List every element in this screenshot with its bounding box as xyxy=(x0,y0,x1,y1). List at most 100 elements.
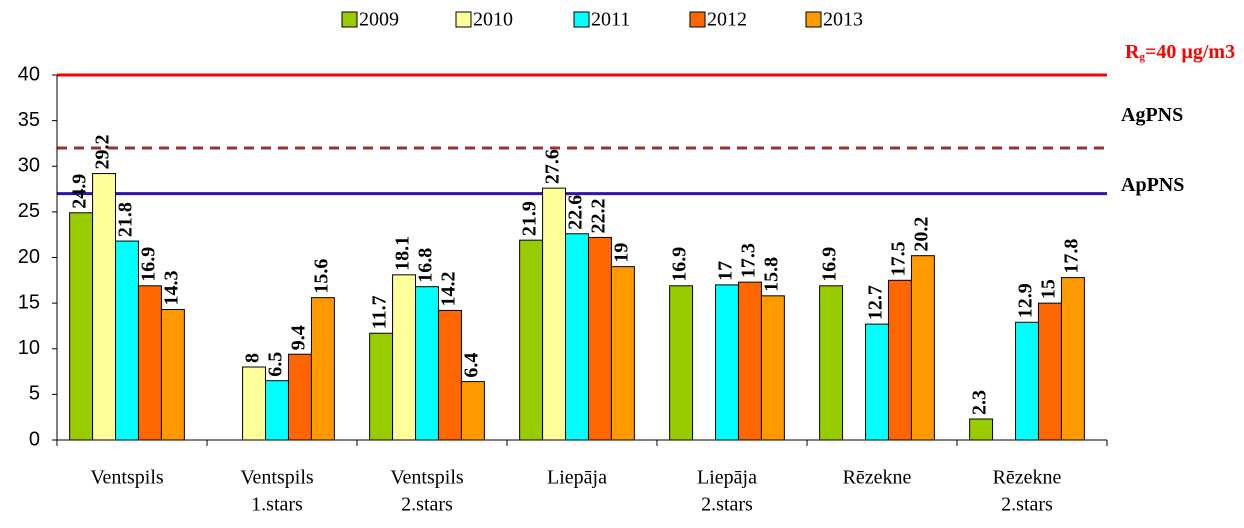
legend-label: 2012 xyxy=(707,9,747,31)
data-label: 20.2 xyxy=(910,217,932,252)
data-label: 8 xyxy=(242,353,264,363)
x-tick-label: 2.stars xyxy=(401,494,453,516)
x-tick-label: 1.stars xyxy=(251,494,303,516)
bar xyxy=(587,236,612,441)
data-label: 14.3 xyxy=(160,271,182,306)
y-tick-label: 35 xyxy=(18,109,40,131)
data-label: 12.7 xyxy=(865,285,887,320)
bar xyxy=(369,332,394,441)
bar xyxy=(715,284,739,441)
x-tick-label: Ventspils xyxy=(390,467,464,489)
bar xyxy=(1037,302,1062,441)
bar xyxy=(437,309,462,441)
data-label: 14.2 xyxy=(438,271,460,306)
bar xyxy=(565,233,589,441)
data-label: 15.8 xyxy=(760,257,782,292)
bar xyxy=(92,173,117,441)
data-label: 11.7 xyxy=(369,295,391,329)
x-tick-label: 2.stars xyxy=(1001,494,1053,516)
legend-label: 2010 xyxy=(473,9,513,31)
bar xyxy=(115,240,139,441)
legend-label: 2011 xyxy=(591,9,630,31)
reference-label-text: ApPNS xyxy=(1121,174,1184,196)
reference-label-rest: =40 µg/m3 xyxy=(1145,41,1235,63)
bar xyxy=(392,274,417,441)
x-tick-label: Rēzekne xyxy=(843,467,912,489)
y-tick-label: 40 xyxy=(18,63,40,85)
bar xyxy=(669,285,694,441)
reference-label: Rg=40 µg/m3 xyxy=(1125,41,1235,63)
bar xyxy=(415,286,439,441)
bar xyxy=(310,297,335,441)
y-tick-label: 10 xyxy=(18,337,40,359)
bar xyxy=(1015,321,1039,441)
y-tick-label: 0 xyxy=(29,428,40,450)
legend-swatch xyxy=(455,11,472,28)
bar xyxy=(760,295,785,441)
data-label: 18.1 xyxy=(392,236,414,271)
reference-label: AgPNS xyxy=(1121,104,1183,126)
y-tick-label: 15 xyxy=(18,291,40,313)
data-label: 6.5 xyxy=(265,352,287,377)
x-tick-label: Liepāja xyxy=(697,467,757,489)
x-tick-label: Liepāja xyxy=(547,467,607,489)
bar xyxy=(242,366,267,441)
x-tick-label: Rēzekne xyxy=(993,467,1062,489)
data-label: 16.8 xyxy=(415,248,437,283)
data-label: 15 xyxy=(1038,279,1060,299)
legend-swatch xyxy=(689,11,706,28)
bar xyxy=(969,418,994,441)
reference-label: ApPNS xyxy=(1121,174,1184,196)
legend-label: 2009 xyxy=(359,9,399,31)
data-label: 12.9 xyxy=(1015,283,1037,318)
bar xyxy=(865,323,889,441)
bar xyxy=(160,309,185,441)
data-label: 15.6 xyxy=(310,259,332,294)
y-tick-label: 5 xyxy=(29,383,40,405)
data-label: 22.6 xyxy=(565,195,587,230)
data-label: 24.9 xyxy=(69,174,91,209)
data-label: 6.4 xyxy=(460,353,482,378)
data-label: 27.6 xyxy=(542,149,564,184)
x-tick-label: Ventspils xyxy=(90,467,164,489)
bar xyxy=(887,279,912,441)
bar xyxy=(542,187,567,441)
legend-swatch xyxy=(341,11,358,28)
data-label: 2.3 xyxy=(969,390,991,415)
legend-swatch xyxy=(805,11,822,28)
bar xyxy=(69,212,94,441)
legend-label: 2013 xyxy=(823,9,863,31)
x-tick-label: Ventspils xyxy=(240,467,314,489)
bar xyxy=(460,381,485,441)
bar xyxy=(265,380,289,441)
data-label: 17.5 xyxy=(888,241,910,276)
data-label: 16.9 xyxy=(819,247,841,282)
y-tick-label: 30 xyxy=(18,155,40,177)
data-label: 19 xyxy=(610,243,632,263)
data-label: 16.9 xyxy=(138,247,160,282)
data-label: 21.9 xyxy=(519,201,541,236)
y-tick-label: 20 xyxy=(18,246,40,268)
x-tick-label: 2.stars xyxy=(701,494,753,516)
data-label: 22.2 xyxy=(588,198,610,233)
reference-label-sub: g xyxy=(1139,51,1145,63)
data-label: 17 xyxy=(715,261,737,281)
reference-label-text: AgPNS xyxy=(1121,104,1183,126)
bar xyxy=(1060,277,1085,441)
data-label: 17.3 xyxy=(738,243,760,278)
bar xyxy=(910,255,935,441)
bar xyxy=(737,281,762,441)
bar xyxy=(819,285,844,441)
data-label: 29.2 xyxy=(92,135,114,170)
data-label: 16.9 xyxy=(669,247,691,282)
y-tick-label: 25 xyxy=(18,200,40,222)
data-label: 9.4 xyxy=(288,325,310,350)
legend-swatch xyxy=(573,11,590,28)
bar xyxy=(137,285,162,441)
bar xyxy=(519,239,544,441)
data-label: 17.8 xyxy=(1060,239,1082,274)
bar xyxy=(610,266,635,441)
data-label: 21.8 xyxy=(115,202,137,237)
reference-label-text: R xyxy=(1125,41,1140,63)
